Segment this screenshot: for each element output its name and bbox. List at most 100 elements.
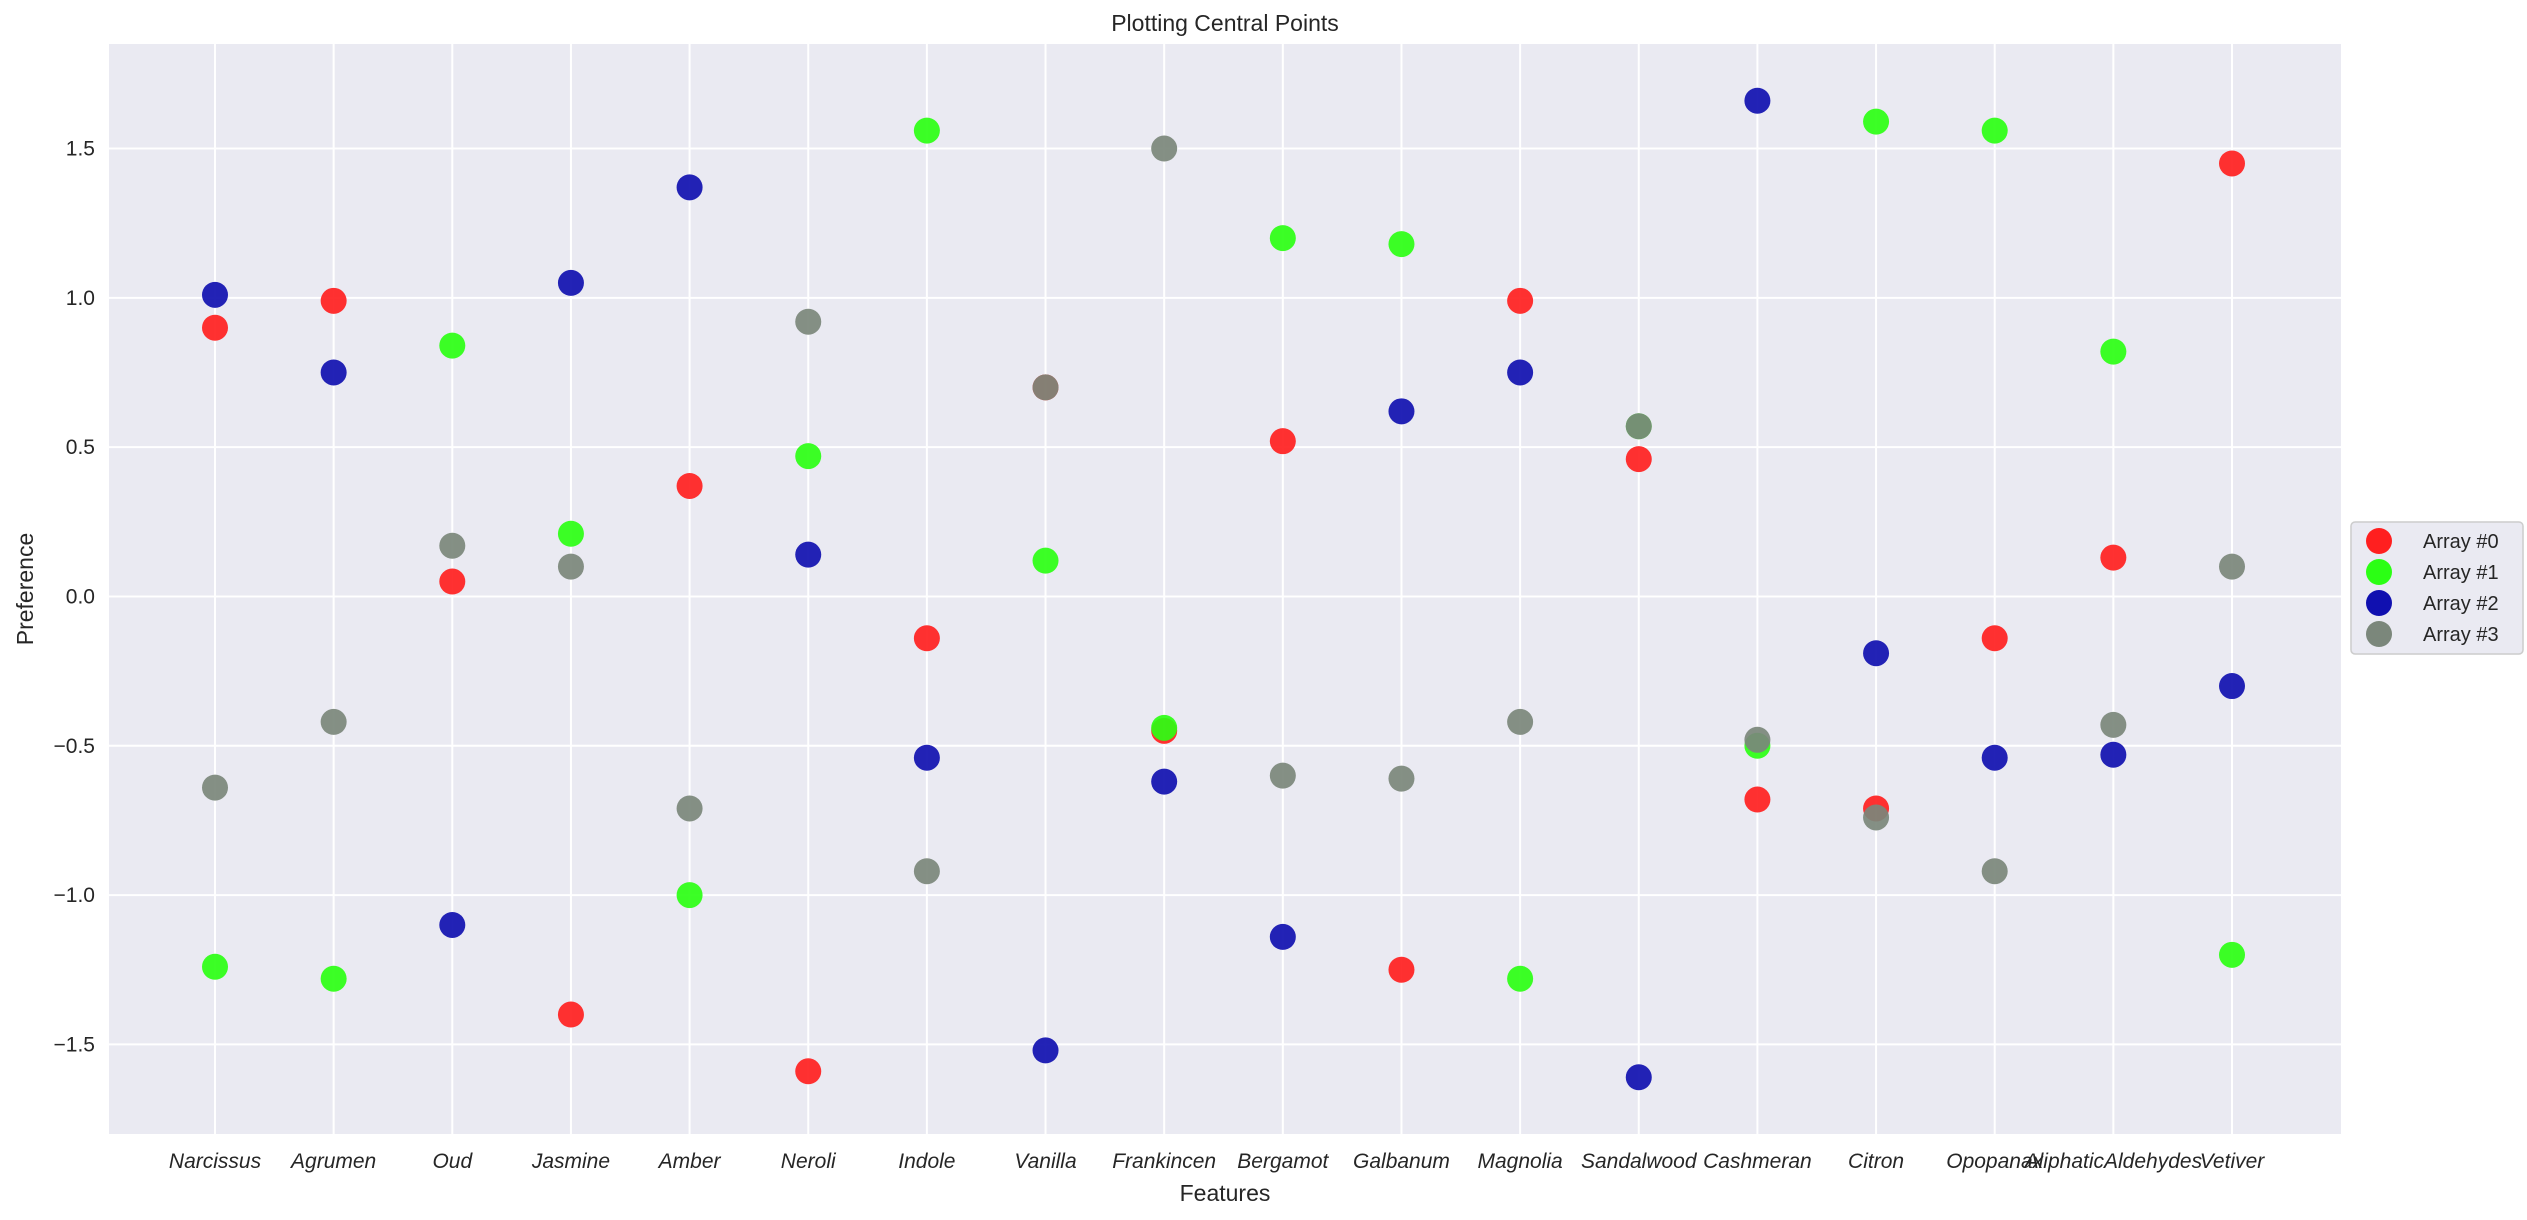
y-tick-label: 1.5 <box>66 138 95 161</box>
point-series-0 <box>2100 544 2127 571</box>
point-series-2 <box>1981 744 2008 771</box>
point-series-0 <box>1388 956 1415 983</box>
legend-marker <box>2366 621 2392 647</box>
x-tick-label: Jasmine <box>531 1150 610 1173</box>
point-series-1 <box>1388 231 1415 258</box>
point-series-3 <box>2100 711 2127 738</box>
point-series-3 <box>557 553 584 580</box>
y-tick-label: 0.5 <box>66 436 95 459</box>
y-tick-labels: −1.5 −1.0 −0.5 0.0 0.5 1.0 1.5 <box>54 138 95 1057</box>
point-series-0 <box>1744 786 1771 813</box>
x-tick-label: Citron <box>1848 1150 1904 1173</box>
point-series-1 <box>320 965 347 992</box>
point-series-0 <box>1507 287 1534 314</box>
point-series-2 <box>1863 640 1890 667</box>
point-series-2 <box>1507 359 1534 386</box>
point-series-1 <box>1269 225 1296 252</box>
point-series-1 <box>202 953 228 980</box>
point-series-3 <box>2219 553 2245 580</box>
point-series-0 <box>913 625 940 652</box>
legend-box <box>2350 521 2524 655</box>
legend-label: Array #1 <box>2423 562 2499 584</box>
point-series-0 <box>1981 625 2008 652</box>
point-series-3 <box>439 532 466 559</box>
plot-area <box>109 44 2341 1134</box>
x-tick-label: Vetiver <box>2200 1150 2266 1173</box>
point-series-2 <box>1151 768 1178 795</box>
point-series-3 <box>1625 413 1652 440</box>
x-tick-label: AliphaticAldehydes <box>2023 1150 2203 1173</box>
legend-marker <box>2366 528 2392 554</box>
point-series-2 <box>1625 1064 1652 1091</box>
legend-label: Array #3 <box>2423 624 2499 646</box>
y-gridlines <box>109 147 2341 1046</box>
point-series-2 <box>2100 741 2127 768</box>
point-series-3 <box>202 774 228 801</box>
point-series-3 <box>1981 858 2008 885</box>
point-series-0 <box>320 287 347 314</box>
point-series-2 <box>795 541 822 568</box>
point-series-1 <box>1151 714 1178 741</box>
point-series-1 <box>676 882 703 909</box>
point-series-0 <box>676 472 703 499</box>
x-tick-label: Magnolia <box>1478 1150 1563 1173</box>
legend-label: Array #2 <box>2423 593 2499 615</box>
legend-marker <box>2366 590 2392 616</box>
point-series-3 <box>676 795 703 822</box>
point-series-0 <box>1269 428 1296 455</box>
point-series-2 <box>320 359 347 386</box>
x-tick-labels: Narcissus Agrumen Oud Jasmine Amber Neroli Ind… <box>169 1150 2265 1173</box>
x-tick-label: Frankincen <box>1112 1150 1216 1173</box>
point-series-3 <box>795 308 822 335</box>
point-series-0 <box>202 314 228 341</box>
point-series-3 <box>1032 374 1059 401</box>
legend-label: Array #0 <box>2423 531 2499 553</box>
legend: Array #0 Array #1 Array #2 Array #3 <box>2350 521 2524 655</box>
y-tick-label: −1.5 <box>54 1033 95 1056</box>
legend-marker <box>2366 559 2392 585</box>
x-tick-label: Amber <box>657 1150 722 1173</box>
point-series-3 <box>1863 804 1890 831</box>
point-series-2 <box>1744 87 1771 114</box>
point-series-2 <box>1032 1037 1059 1064</box>
y-axis-title: Preference <box>12 533 38 646</box>
point-series-3 <box>1151 135 1178 162</box>
point-series-2 <box>1269 923 1296 950</box>
y-tick-label: −0.5 <box>54 735 95 758</box>
y-tick-label: 1.0 <box>66 287 95 310</box>
point-series-3 <box>1269 762 1296 789</box>
point-series-1 <box>1507 965 1534 992</box>
x-tick-label: Opopanax <box>1946 1150 2044 1173</box>
x-tick-label: Sandalwood <box>1581 1150 1698 1173</box>
data-points <box>202 87 2245 1091</box>
point-series-1 <box>1032 547 1059 574</box>
point-series-3 <box>1507 708 1534 735</box>
x-tick-label: Bergamot <box>1237 1150 1329 1173</box>
x-tick-label: Agrumen <box>289 1150 376 1173</box>
y-tick-label: 0.0 <box>66 585 95 608</box>
point-series-2 <box>1388 398 1415 425</box>
point-series-1 <box>2219 941 2245 968</box>
point-series-1 <box>557 520 584 547</box>
chart-title: Plotting Central Points <box>1111 10 1339 36</box>
point-series-0 <box>1625 446 1652 473</box>
point-series-0 <box>557 1001 584 1028</box>
x-tick-label: Indole <box>898 1150 955 1173</box>
x-tick-label: Cashmeran <box>1703 1150 1812 1173</box>
point-series-1 <box>795 443 822 470</box>
point-series-1 <box>1863 108 1890 135</box>
point-series-1 <box>913 117 940 144</box>
point-series-1 <box>439 332 466 359</box>
x-tick-label: Oud <box>432 1150 473 1173</box>
x-tick-label: Neroli <box>781 1150 837 1173</box>
point-series-2 <box>202 281 228 308</box>
y-tick-label: −1.0 <box>54 884 95 907</box>
point-series-2 <box>913 744 940 771</box>
point-series-3 <box>1388 765 1415 792</box>
point-series-1 <box>1981 117 2008 144</box>
x-tick-label: Galbanum <box>1353 1150 1450 1173</box>
point-series-2 <box>2219 673 2245 700</box>
point-series-1 <box>2100 338 2127 365</box>
x-axis-title: Features <box>1180 1180 1271 1206</box>
